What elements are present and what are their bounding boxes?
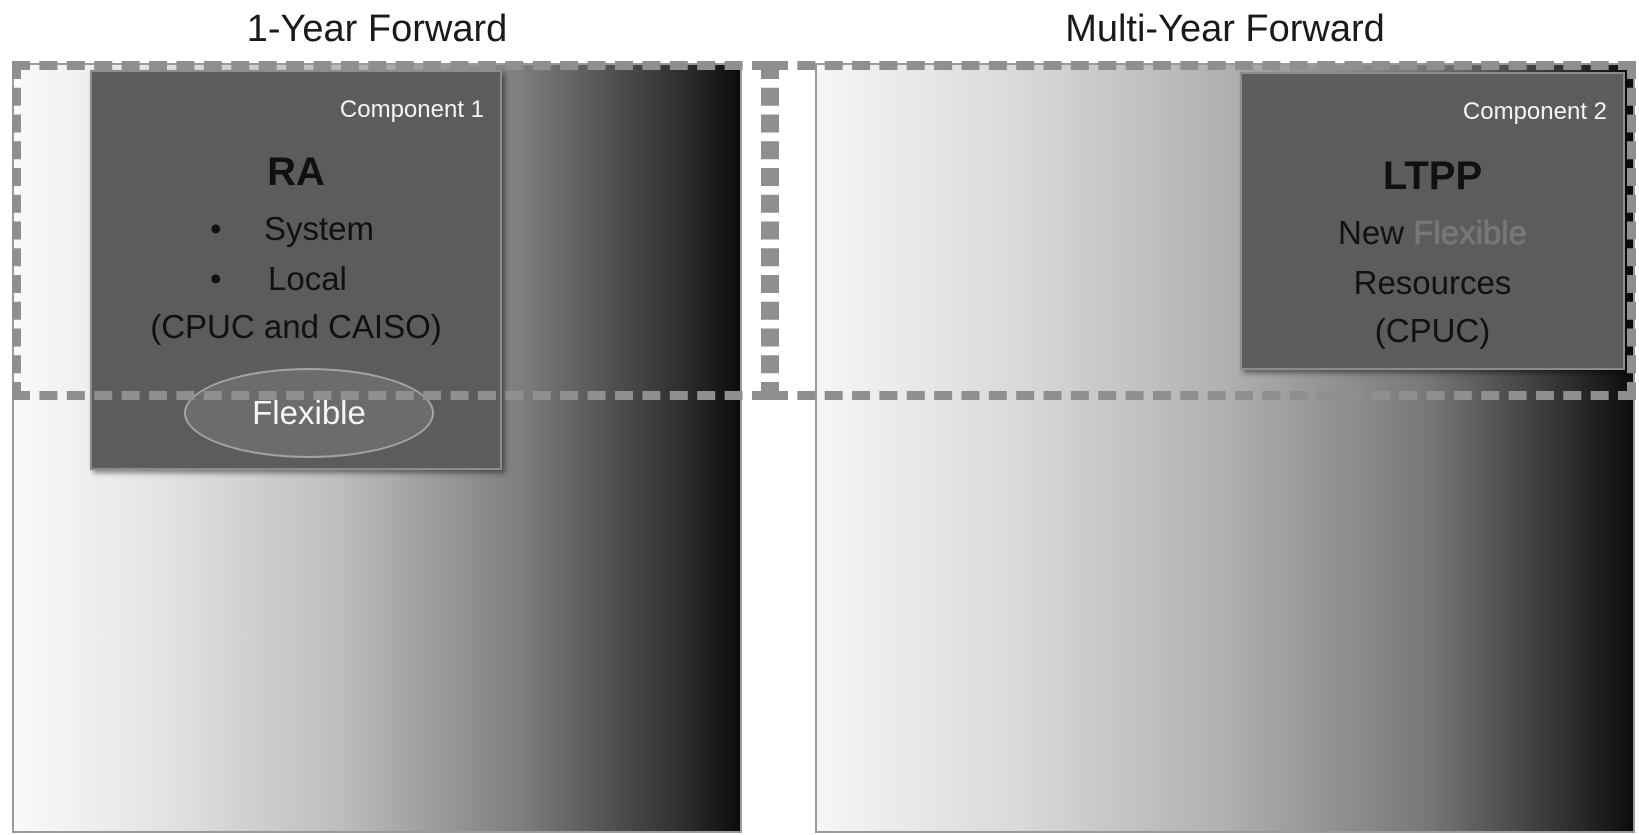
component-1-label: Component 1 [339,96,484,123]
component-1-title: RA [267,150,325,194]
flexible-oval: Flexible [184,368,434,458]
component-2-label: Component 2 [1462,98,1607,125]
bullet-text-local: Local [268,260,347,297]
component-1-box: Component 1 RA • System • Local (CPUC an… [90,70,502,470]
component-2-title: LTPP [1382,154,1483,198]
word-flexible-faded: Flexible [1413,214,1527,251]
heading-1-year-forward: 1-Year Forward [246,8,508,50]
bullet-icon: • [210,260,222,297]
word-new: New [1338,214,1405,251]
bullet-text-system: System [264,210,375,247]
component-2-line-new-flexible: New Flexible [1242,214,1623,252]
component-2-line-resources: Resources [1353,264,1512,301]
component-1-note: (CPUC and CAISO) [150,308,442,345]
heading-multi-year-forward: Multi-Year Forward [1065,8,1385,50]
component-2-line-cpuc: (CPUC) [1374,312,1491,349]
component-2-box: Component 2 LTPP New Flexible Resources … [1240,72,1625,370]
bullet-icon: • [210,210,222,247]
